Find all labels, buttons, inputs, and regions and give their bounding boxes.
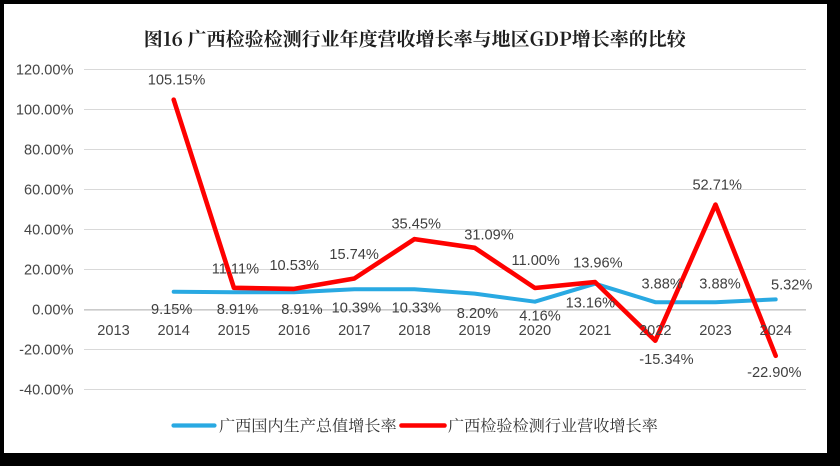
- svg-text:13.16%: 13.16%: [566, 295, 616, 311]
- svg-text:2021: 2021: [579, 323, 611, 339]
- svg-text:2019: 2019: [458, 323, 490, 339]
- svg-text:5.32%: 5.32%: [771, 277, 812, 293]
- svg-text:9.15%: 9.15%: [151, 302, 192, 318]
- svg-text:2023: 2023: [699, 323, 731, 339]
- svg-text:2016: 2016: [278, 323, 310, 339]
- svg-text:8.20%: 8.20%: [457, 306, 498, 322]
- svg-text:52.71%: 52.71%: [692, 178, 742, 194]
- svg-text:100.00%: 100.00%: [16, 103, 74, 119]
- svg-text:35.45%: 35.45%: [391, 216, 441, 232]
- svg-text:2015: 2015: [218, 323, 250, 339]
- svg-text:13.96%: 13.96%: [573, 255, 623, 271]
- svg-text:3.88%: 3.88%: [642, 276, 683, 292]
- svg-text:80.00%: 80.00%: [24, 143, 74, 159]
- svg-text:10.53%: 10.53%: [269, 258, 319, 274]
- svg-text:-40.00%: -40.00%: [19, 383, 73, 399]
- svg-text:2024: 2024: [759, 323, 791, 339]
- svg-text:11.00%: 11.00%: [511, 253, 559, 269]
- svg-text:15.74%: 15.74%: [329, 247, 379, 263]
- svg-text:31.09%: 31.09%: [464, 228, 514, 244]
- svg-text:2020: 2020: [519, 323, 551, 339]
- svg-text:11.11%: 11.11%: [212, 261, 259, 277]
- svg-text:-15.34%: -15.34%: [639, 352, 693, 368]
- svg-text:0.00%: 0.00%: [32, 303, 73, 319]
- svg-text:105.15%: 105.15%: [148, 73, 206, 89]
- svg-text:2014: 2014: [157, 323, 189, 339]
- svg-text:60.00%: 60.00%: [24, 183, 74, 199]
- svg-text:20.00%: 20.00%: [24, 263, 74, 279]
- svg-text:2017: 2017: [338, 323, 370, 339]
- svg-text:3.88%: 3.88%: [699, 276, 740, 292]
- svg-text:-22.90%: -22.90%: [747, 365, 801, 381]
- svg-text:2018: 2018: [398, 323, 430, 339]
- svg-text:4.16%: 4.16%: [519, 308, 560, 324]
- svg-text:-20.00%: -20.00%: [19, 343, 73, 359]
- svg-text:8.91%: 8.91%: [281, 302, 322, 318]
- svg-text:120.00%: 120.00%: [16, 63, 74, 79]
- svg-text:2013: 2013: [97, 323, 129, 339]
- svg-text:10.33%: 10.33%: [392, 300, 442, 316]
- svg-text:40.00%: 40.00%: [24, 223, 74, 239]
- svg-text:2022: 2022: [639, 323, 671, 339]
- svg-text:8.91%: 8.91%: [217, 302, 258, 318]
- svg-text:10.39%: 10.39%: [332, 300, 382, 316]
